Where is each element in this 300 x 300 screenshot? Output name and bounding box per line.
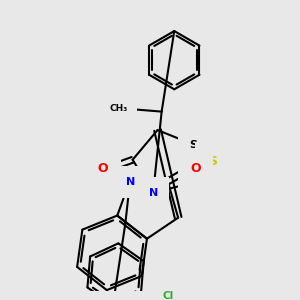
Text: N: N — [125, 177, 135, 187]
Text: O: O — [190, 162, 201, 176]
Text: S: S — [190, 140, 197, 150]
Text: CH₃: CH₃ — [110, 104, 128, 113]
Text: S: S — [208, 154, 217, 167]
Text: O: O — [98, 162, 108, 175]
Text: Cl: Cl — [163, 291, 174, 300]
Text: N: N — [148, 188, 158, 198]
